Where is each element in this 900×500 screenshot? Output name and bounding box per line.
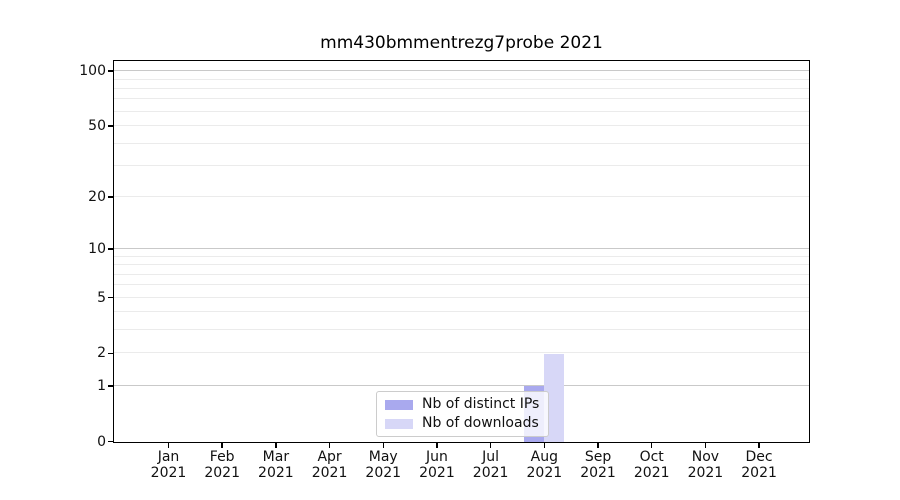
y-gridline-minor [114, 352, 809, 354]
x-tick [382, 443, 384, 448]
x-tick-month: Jun [426, 449, 448, 465]
y-tick-label: 10 [88, 241, 106, 258]
x-tick-month: Sep [584, 449, 612, 465]
y-gridline-minor [114, 110, 809, 112]
x-tick-month: Dec [745, 449, 773, 465]
x-tick [436, 443, 438, 448]
x-tick [650, 443, 653, 448]
x-tick-month: Apr [317, 449, 342, 465]
x-tick-year: 2021 [472, 465, 509, 481]
y-gridline-minor [114, 164, 809, 166]
legend-item-distinct-ips: Nb of distinct IPs [385, 397, 539, 412]
x-tick-year: 2021 [741, 465, 777, 481]
y-tick [108, 385, 113, 387]
x-tick-label: Jun 2021 [405, 449, 469, 481]
y-gridline-minor [114, 142, 809, 144]
x-tick-label: Mar 2021 [244, 449, 308, 481]
y-tick-label: 50 [88, 118, 106, 135]
x-tick [328, 443, 331, 448]
x-tick-year: 2021 [633, 465, 670, 481]
plot-area: Nb of distinct IPs Nb of downloads [113, 60, 810, 443]
legend: Nb of distinct IPs Nb of downloads [376, 391, 550, 437]
x-tick [275, 443, 277, 448]
y-gridline-minor [114, 296, 809, 298]
y-gridline-minor [114, 329, 809, 331]
x-tick-label: Oct 2021 [620, 449, 684, 481]
x-tick-year: 2021 [311, 465, 348, 481]
x-tick-year: 2021 [526, 465, 563, 481]
legend-swatch-downloads [385, 418, 413, 429]
y-gridline-minor [114, 264, 809, 266]
legend-swatch-distinct-ips [385, 399, 413, 410]
legend-item-downloads: Nb of downloads [385, 416, 539, 431]
y-tick-label: 5 [97, 289, 106, 306]
x-tick-label: Aug 2021 [512, 449, 576, 481]
x-tick-label: Apr 2021 [298, 449, 362, 481]
y-tick [108, 296, 113, 299]
x-tick-label: Dec 2021 [727, 449, 791, 481]
x-tick-label: Jul 2021 [459, 449, 523, 481]
y-gridline-minor [114, 78, 809, 80]
y-gridline-major [114, 70, 809, 72]
x-tick-year: 2021 [150, 465, 187, 481]
x-tick-year: 2021 [687, 465, 724, 481]
legend-label-distinct-ips: Nb of distinct IPs [422, 396, 540, 412]
y-tick [108, 125, 113, 127]
x-tick-label: Feb 2021 [190, 449, 254, 481]
x-tick-year: 2021 [580, 465, 616, 481]
x-tick-label: Nov 2021 [673, 449, 737, 481]
x-tick-label: May 2021 [351, 449, 415, 481]
y-gridline-minor [114, 273, 809, 275]
y-tick-label: 100 [79, 63, 106, 80]
y-gridline-major [114, 248, 809, 250]
x-tick [489, 443, 492, 448]
x-tick-month: May [368, 449, 398, 465]
y-tick-label: 2 [97, 345, 106, 362]
x-tick-year: 2021 [258, 465, 294, 481]
y-gridline-minor [114, 284, 809, 286]
x-tick-month: Feb [209, 449, 235, 465]
x-tick-year: 2021 [365, 465, 402, 481]
y-tick-label: 20 [88, 189, 106, 206]
y-gridline-minor [114, 311, 809, 313]
x-tick-month: Nov [691, 449, 720, 465]
y-tick [108, 70, 113, 72]
x-tick [167, 443, 170, 448]
x-tick-month: Jan [157, 449, 180, 465]
x-tick-month: Oct [639, 449, 664, 465]
x-tick [221, 443, 223, 448]
chart-title: mm430bmmentrezg7probe 2021 [320, 33, 603, 53]
x-tick-label: Jan 2021 [137, 449, 201, 481]
x-tick-label: Sep 2021 [566, 449, 630, 481]
y-tick-label: 0 [97, 433, 106, 450]
x-tick-year: 2021 [204, 465, 240, 481]
x-tick [597, 443, 599, 448]
y-gridline-minor [114, 87, 809, 89]
y-tick [108, 440, 113, 443]
y-gridline-major [114, 384, 809, 386]
x-tick [704, 443, 707, 448]
x-tick-month: Jul [482, 449, 500, 465]
y-gridline-minor [114, 196, 809, 198]
y-gridline-minor [114, 98, 809, 100]
x-tick [758, 443, 760, 448]
x-tick-month: Mar [262, 449, 290, 465]
x-tick-month: Aug [530, 449, 558, 465]
x-tick [543, 443, 546, 448]
y-gridline-minor [114, 255, 809, 257]
legend-label-downloads: Nb of downloads [422, 415, 539, 431]
y-gridline-minor [114, 125, 809, 127]
y-tick [108, 352, 113, 355]
y-tick [108, 196, 113, 198]
y-tick-label: 1 [97, 377, 106, 394]
y-tick [108, 248, 113, 250]
x-tick-year: 2021 [419, 465, 455, 481]
